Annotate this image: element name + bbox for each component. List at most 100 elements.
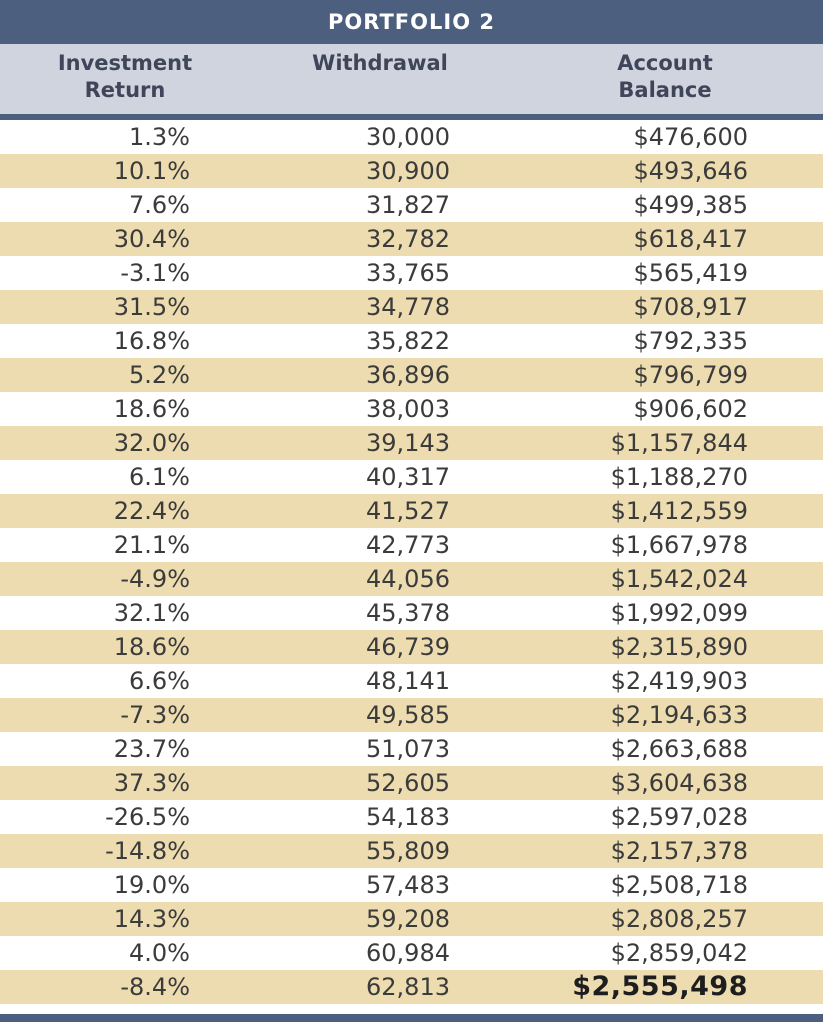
table-row: 18.6% 46,739 $2,315,890 xyxy=(0,630,823,664)
cell-account-balance: $796,799 xyxy=(633,361,748,389)
cell-investment-return: 18.6% xyxy=(113,633,190,661)
cell-account-balance: $708,917 xyxy=(633,293,748,321)
cell-investment-return: 37.3% xyxy=(113,769,190,797)
cell-account-balance: $2,419,903 xyxy=(610,667,748,695)
cell-investment-return: -26.5% xyxy=(105,803,190,831)
table-row: 7.6% 31,827 $499,385 xyxy=(0,188,823,222)
cell-investment-return: -8.4% xyxy=(120,973,190,1001)
cell-withdrawal: 57,483 xyxy=(366,871,450,899)
cell-withdrawal: 55,809 xyxy=(366,837,450,865)
header-investment-return-label: Investment Return xyxy=(57,51,193,102)
cell-investment-return: 4.0% xyxy=(129,939,190,967)
table-row: -8.4% 62,813 $2,555,498 xyxy=(0,970,823,1004)
cell-account-balance: $476,600 xyxy=(633,123,748,151)
table-header-row: Investment Return Withdrawal Account Bal… xyxy=(0,44,823,114)
table-row: -26.5% 54,183 $2,597,028 xyxy=(0,800,823,834)
table-row: 22.4% 41,527 $1,412,559 xyxy=(0,494,823,528)
cell-withdrawal: 30,900 xyxy=(366,157,450,185)
header-withdrawal-label: Withdrawal xyxy=(312,51,448,75)
cell-investment-return: 30.4% xyxy=(113,225,190,253)
cell-withdrawal: 32,782 xyxy=(366,225,450,253)
header-withdrawal: Withdrawal xyxy=(275,50,485,77)
table-row: -7.3% 49,585 $2,194,633 xyxy=(0,698,823,732)
cell-withdrawal: 52,605 xyxy=(366,769,450,797)
cell-investment-return: 32.0% xyxy=(113,429,190,457)
cell-investment-return: -7.3% xyxy=(120,701,190,729)
table-row: 5.2% 36,896 $796,799 xyxy=(0,358,823,392)
cell-investment-return: 18.6% xyxy=(113,395,190,423)
cell-account-balance: $493,646 xyxy=(633,157,748,185)
header-investment-return: Investment Return xyxy=(20,50,230,104)
cell-investment-return: 23.7% xyxy=(113,735,190,763)
cell-withdrawal: 34,778 xyxy=(366,293,450,321)
cell-withdrawal: 31,827 xyxy=(366,191,450,219)
cell-investment-return: 10.1% xyxy=(113,157,190,185)
cell-withdrawal: 33,765 xyxy=(366,259,450,287)
cell-account-balance: $3,604,638 xyxy=(610,769,748,797)
cell-withdrawal: 45,378 xyxy=(366,599,450,627)
table-row: 32.1% 45,378 $1,992,099 xyxy=(0,596,823,630)
cell-investment-return: 32.1% xyxy=(113,599,190,627)
cell-investment-return: 31.5% xyxy=(113,293,190,321)
cell-account-balance: $618,417 xyxy=(633,225,748,253)
cell-investment-return: 6.1% xyxy=(129,463,190,491)
table-row: 31.5% 34,778 $708,917 xyxy=(0,290,823,324)
cell-withdrawal: 62,813 xyxy=(366,973,450,1001)
cell-withdrawal: 36,896 xyxy=(366,361,450,389)
cell-investment-return: 16.8% xyxy=(113,327,190,355)
table-row: 10.1% 30,900 $493,646 xyxy=(0,154,823,188)
cell-withdrawal: 51,073 xyxy=(366,735,450,763)
cell-account-balance: $1,157,844 xyxy=(610,429,748,457)
cell-withdrawal: 44,056 xyxy=(366,565,450,593)
cell-investment-return: 22.4% xyxy=(113,497,190,525)
cell-account-balance: $2,315,890 xyxy=(610,633,748,661)
cell-withdrawal: 48,141 xyxy=(366,667,450,695)
table-row: -14.8% 55,809 $2,157,378 xyxy=(0,834,823,868)
cell-account-balance: $565,419 xyxy=(633,259,748,287)
cell-account-balance: $792,335 xyxy=(633,327,748,355)
cell-account-balance: $2,859,042 xyxy=(610,939,748,967)
cell-account-balance: $2,508,718 xyxy=(610,871,748,899)
cell-account-balance: $2,808,257 xyxy=(610,905,748,933)
cell-investment-return: 14.3% xyxy=(113,905,190,933)
cell-account-balance: $2,663,688 xyxy=(610,735,748,763)
cell-withdrawal: 39,143 xyxy=(366,429,450,457)
table-row: -3.1% 33,765 $565,419 xyxy=(0,256,823,290)
table-row: 6.6% 48,141 $2,419,903 xyxy=(0,664,823,698)
cell-account-balance: $1,188,270 xyxy=(610,463,748,491)
table-row: 14.3% 59,208 $2,808,257 xyxy=(0,902,823,936)
table-row: 18.6% 38,003 $906,602 xyxy=(0,392,823,426)
cell-withdrawal: 59,208 xyxy=(366,905,450,933)
table-row: 30.4% 32,782 $618,417 xyxy=(0,222,823,256)
table-row: 37.3% 52,605 $3,604,638 xyxy=(0,766,823,800)
table-row: -4.9% 44,056 $1,542,024 xyxy=(0,562,823,596)
cell-account-balance: $1,992,099 xyxy=(610,599,748,627)
cell-account-balance: $2,597,028 xyxy=(610,803,748,831)
cell-account-balance: $499,385 xyxy=(633,191,748,219)
cell-withdrawal: 30,000 xyxy=(366,123,450,151)
cell-withdrawal: 42,773 xyxy=(366,531,450,559)
cell-investment-return: -3.1% xyxy=(120,259,190,287)
header-account-balance: Account Balance xyxy=(560,50,770,104)
cell-account-balance: $2,157,378 xyxy=(610,837,748,865)
table-row: 1.3% 30,000 $476,600 xyxy=(0,120,823,154)
cell-investment-return: 6.6% xyxy=(129,667,190,695)
cell-account-balance: $2,194,633 xyxy=(610,701,748,729)
table-body: 1.3% 30,000 $476,600 10.1% 30,900 $493,646 7.6… xyxy=(0,120,823,1004)
table-row: 19.0% 57,483 $2,508,718 xyxy=(0,868,823,902)
table-title: PORTFOLIO 2 xyxy=(328,10,495,34)
table-row: 32.0% 39,143 $1,157,844 xyxy=(0,426,823,460)
cell-account-balance: $906,602 xyxy=(633,395,748,423)
cell-account-balance: $1,412,559 xyxy=(610,497,748,525)
cell-withdrawal: 40,317 xyxy=(366,463,450,491)
table-title-bar: PORTFOLIO 2 xyxy=(0,0,823,44)
cell-investment-return: 1.3% xyxy=(129,123,190,151)
cell-account-balance: $1,542,024 xyxy=(610,565,748,593)
header-account-balance-label: Account Balance xyxy=(617,51,713,102)
cell-investment-return: 19.0% xyxy=(113,871,190,899)
table-bottom-border xyxy=(0,1014,823,1022)
cell-account-balance: $2,555,498 xyxy=(572,971,748,1002)
cell-withdrawal: 38,003 xyxy=(366,395,450,423)
cell-withdrawal: 49,585 xyxy=(366,701,450,729)
